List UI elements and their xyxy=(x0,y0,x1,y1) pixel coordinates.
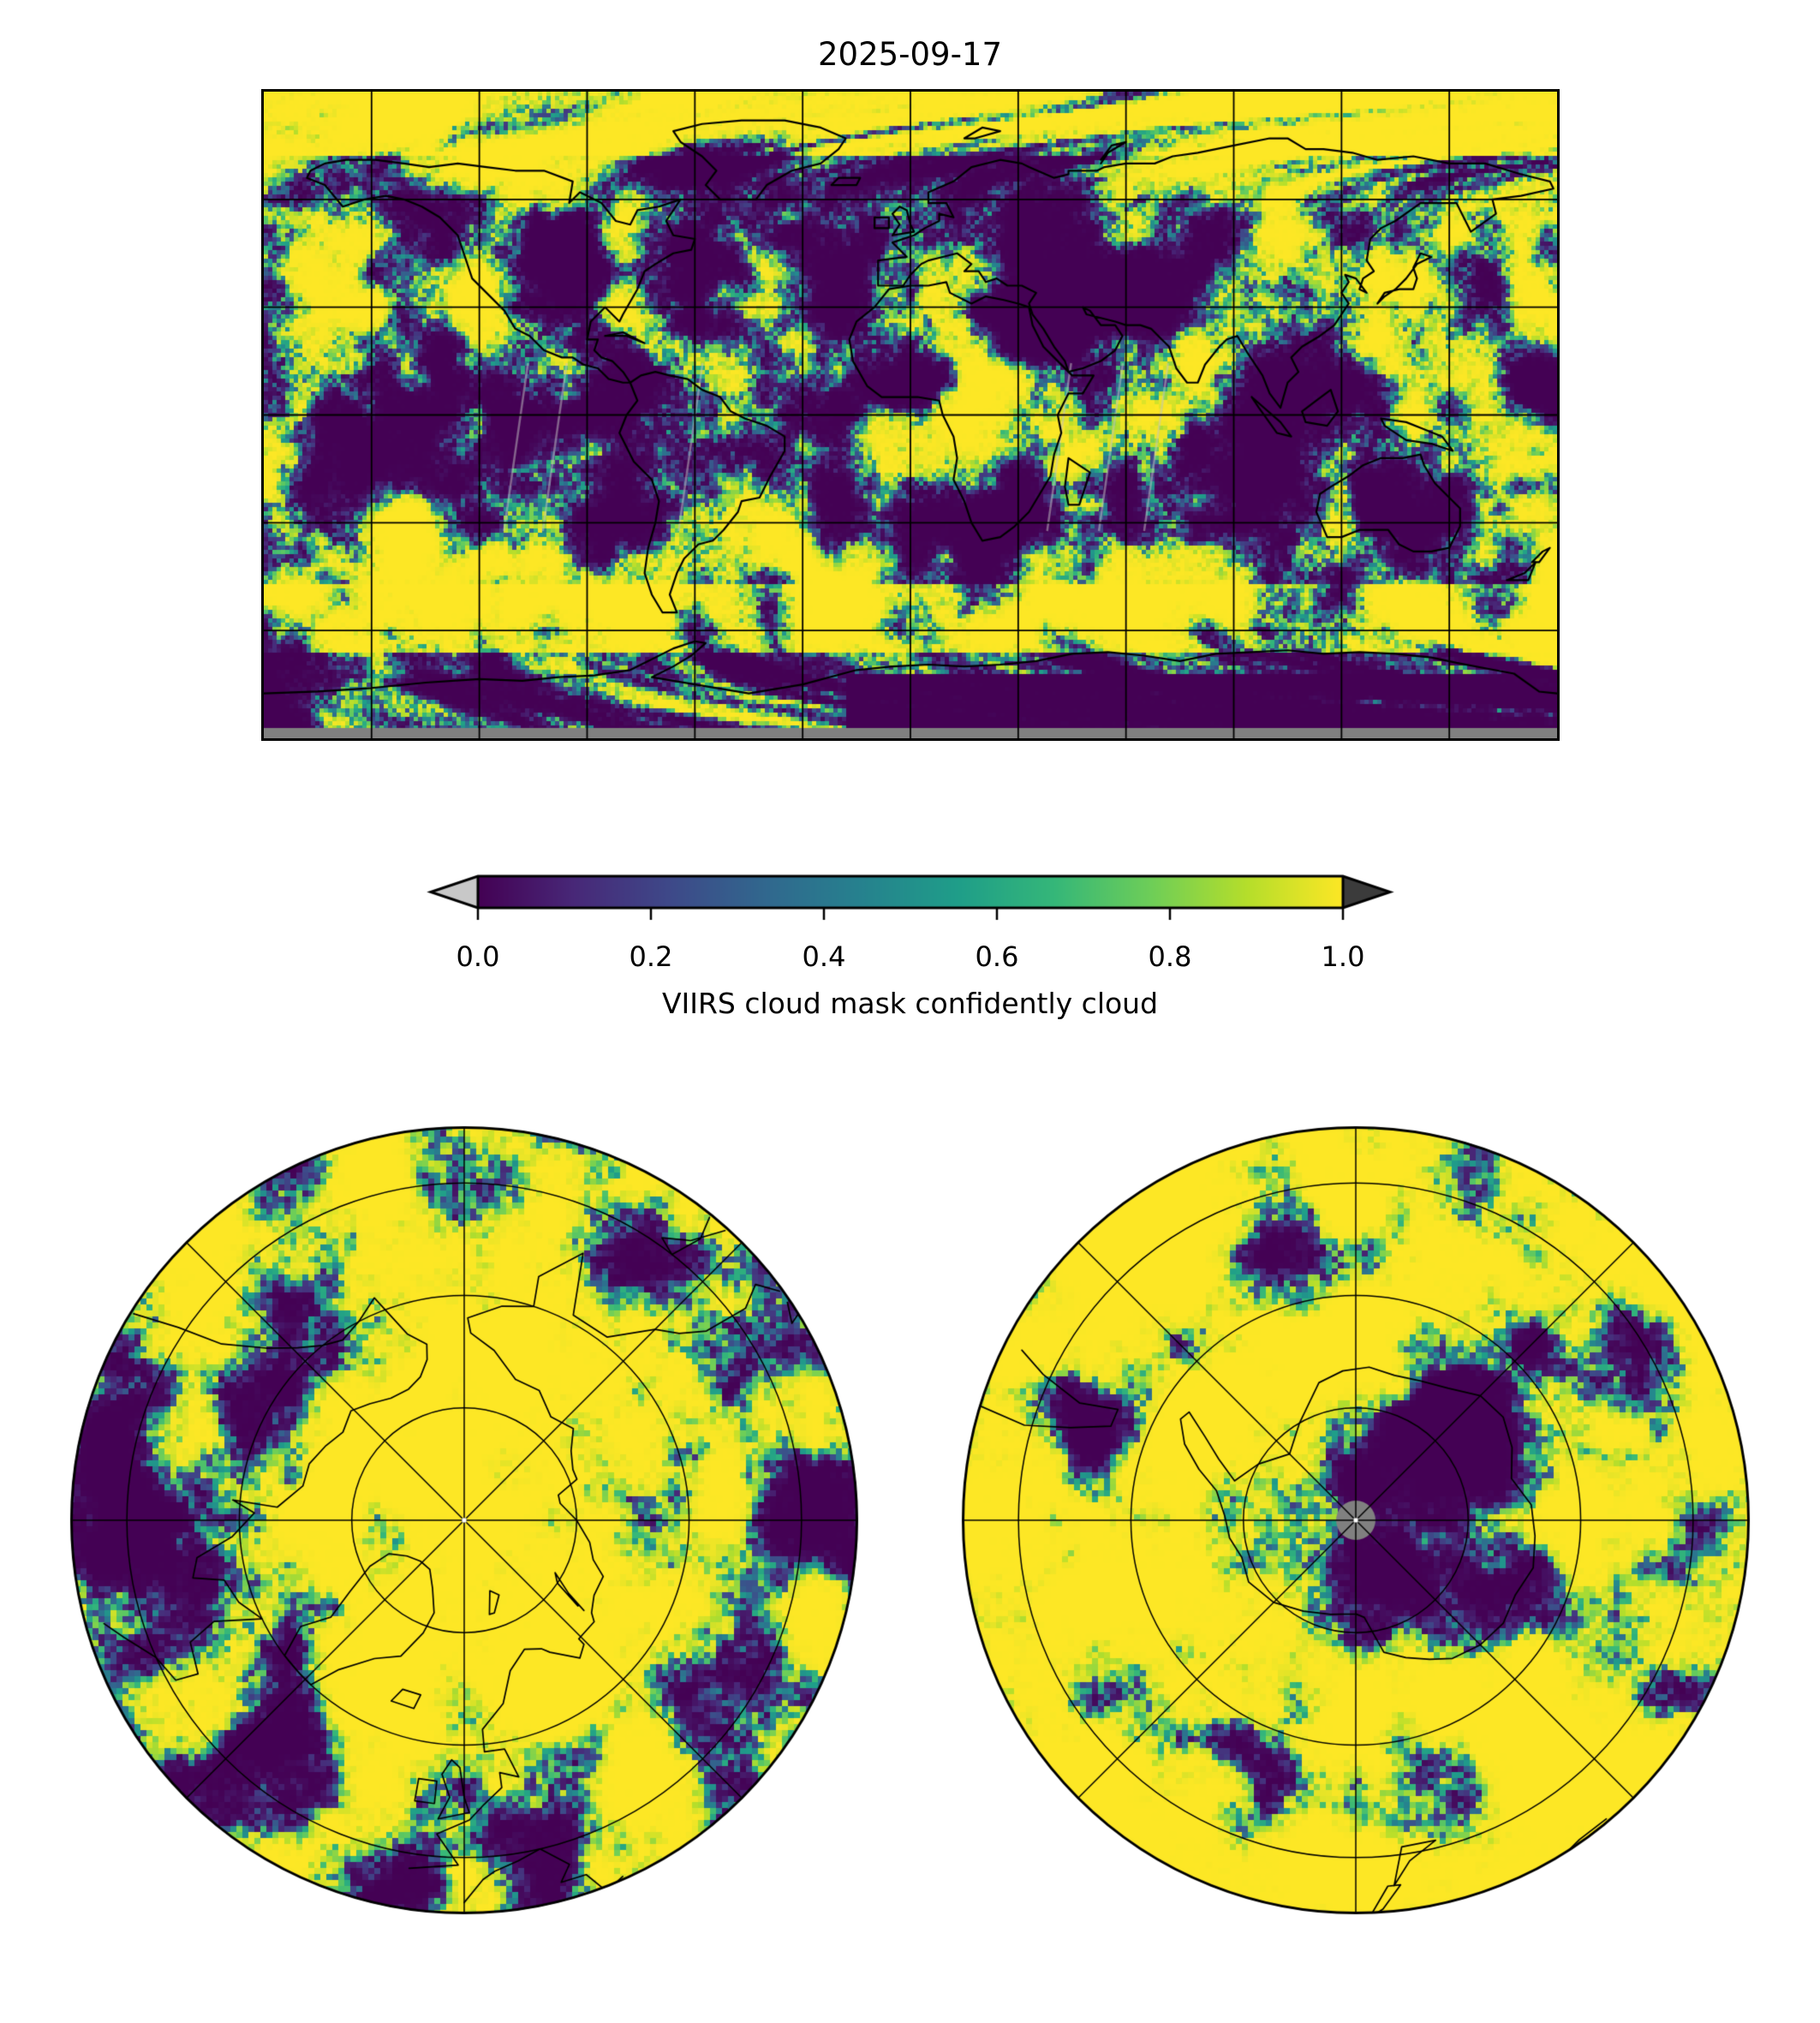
south-polar-map-canvas xyxy=(960,1125,1751,1916)
colorbar-tick-label: 0.0 xyxy=(456,940,500,973)
colorbar-tick-label: 0.6 xyxy=(975,940,1019,973)
north-polar-map-canvas xyxy=(69,1125,860,1916)
colorbar-tick-label: 0.8 xyxy=(1148,940,1192,973)
colorbar-tick-label: 0.2 xyxy=(629,940,673,973)
colorbar-tick-label: 1.0 xyxy=(1321,940,1365,973)
global-map-frame xyxy=(261,89,1560,741)
figure-title: 2025-09-17 xyxy=(817,36,1003,73)
colorbar-tick-label: 0.4 xyxy=(802,940,846,973)
global-map-canvas xyxy=(264,92,1557,738)
colorbar-canvas xyxy=(424,867,1400,928)
colorbar-label: VIIRS cloud mask confidently cloud xyxy=(661,987,1159,1020)
